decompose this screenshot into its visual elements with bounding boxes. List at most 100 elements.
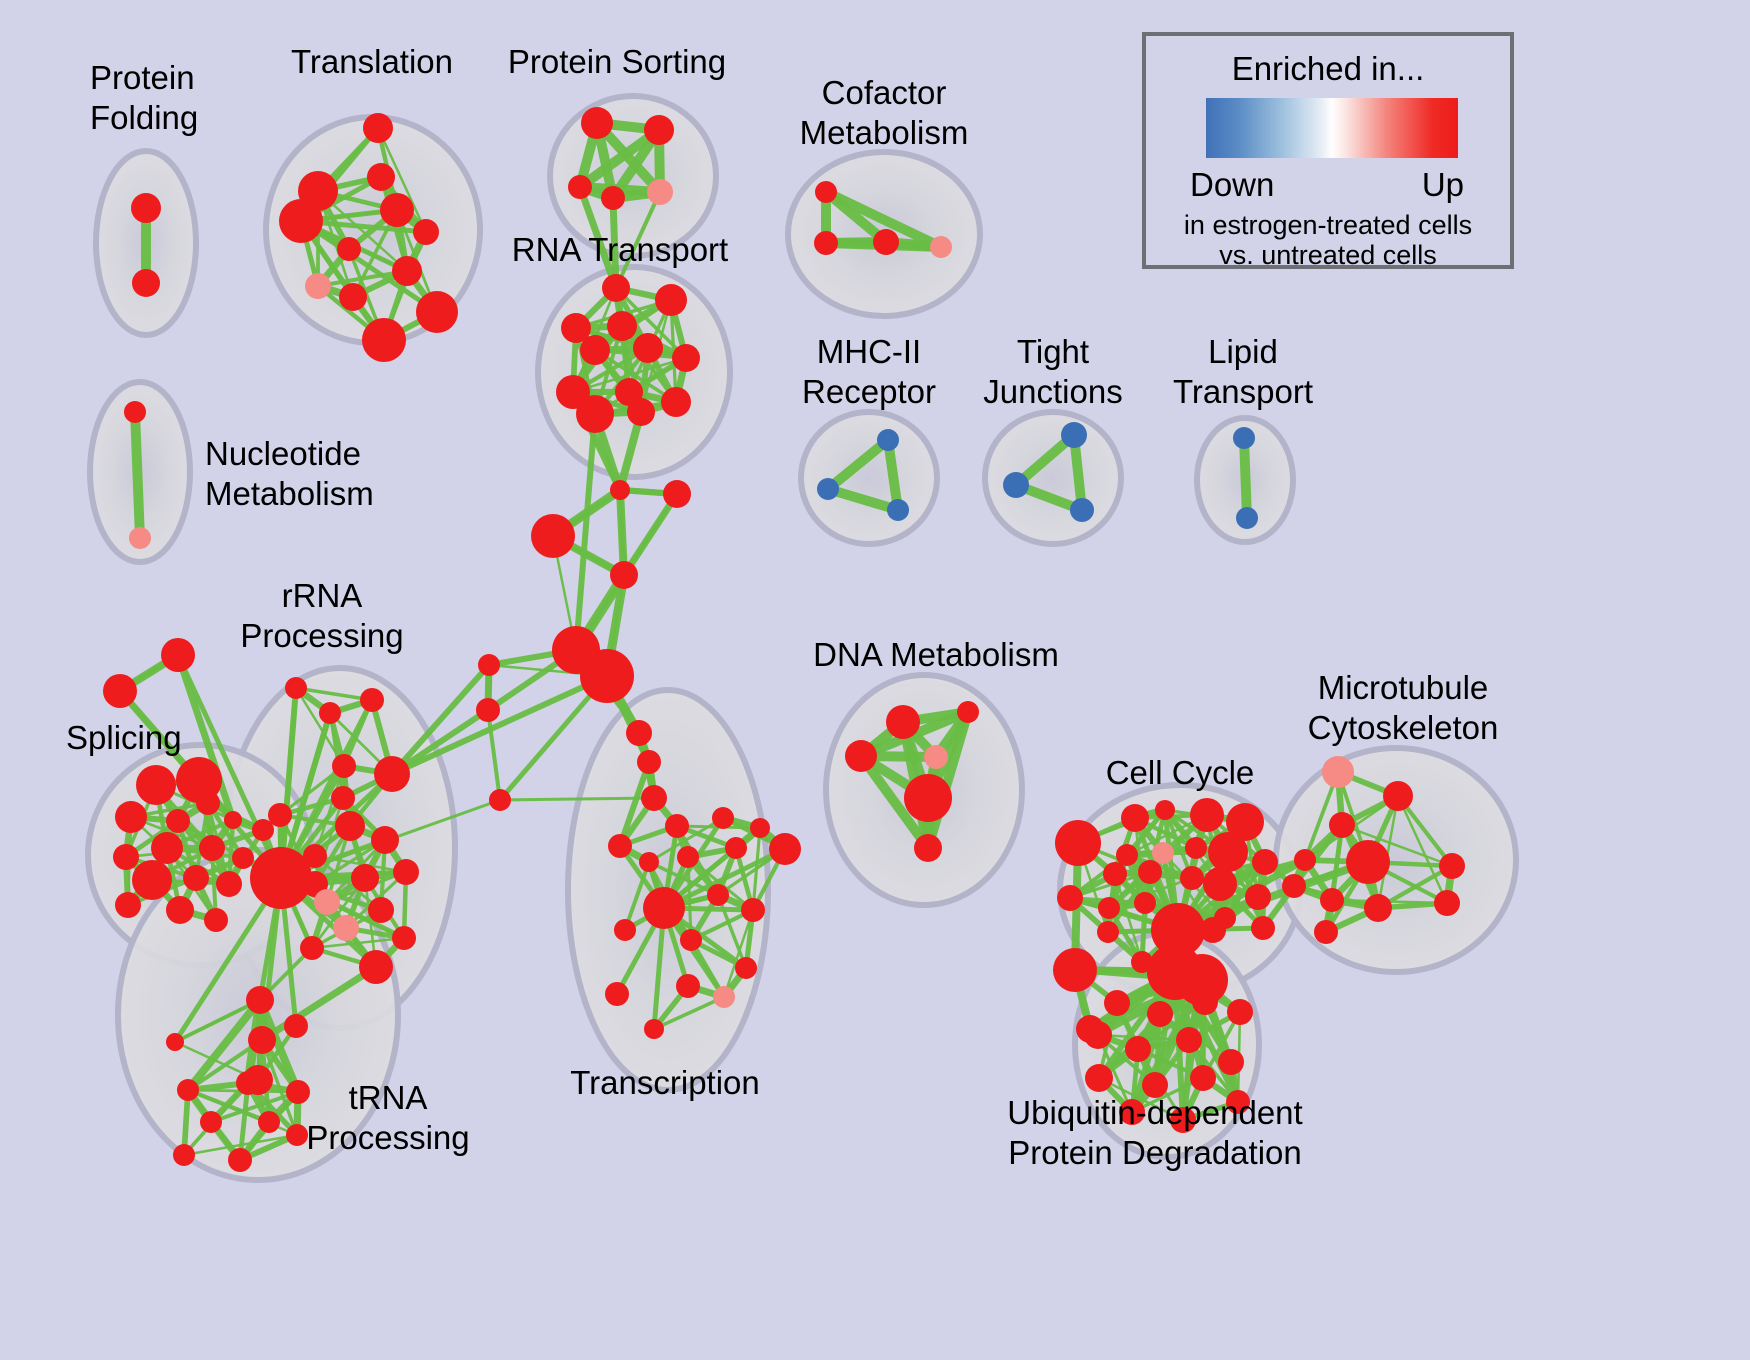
network-node[interactable]	[1098, 897, 1120, 919]
network-node[interactable]	[367, 163, 395, 191]
network-node[interactable]	[924, 745, 948, 769]
network-node[interactable]	[641, 785, 667, 811]
network-node[interactable]	[478, 654, 500, 676]
network-node[interactable]	[713, 986, 735, 1008]
network-node[interactable]	[166, 896, 194, 924]
network-node[interactable]	[1103, 862, 1127, 886]
network-node[interactable]	[246, 986, 274, 1014]
network-node[interactable]	[333, 915, 359, 941]
network-node[interactable]	[173, 1144, 195, 1166]
network-node[interactable]	[183, 865, 209, 891]
network-node[interactable]	[568, 175, 592, 199]
network-node[interactable]	[380, 193, 414, 227]
network-node[interactable]	[680, 929, 702, 951]
network-node[interactable]	[131, 193, 161, 223]
network-node[interactable]	[725, 837, 747, 859]
network-node[interactable]	[672, 344, 700, 372]
network-node[interactable]	[1190, 1065, 1216, 1091]
network-node[interactable]	[176, 757, 222, 803]
network-node[interactable]	[639, 852, 659, 872]
network-node[interactable]	[337, 237, 361, 261]
network-node[interactable]	[814, 231, 838, 255]
network-node[interactable]	[371, 826, 399, 854]
network-node[interactable]	[489, 789, 511, 811]
network-node[interactable]	[360, 688, 384, 712]
network-node[interactable]	[1245, 884, 1271, 910]
network-node[interactable]	[930, 236, 952, 258]
network-node[interactable]	[1104, 990, 1130, 1016]
network-node[interactable]	[1364, 894, 1392, 922]
network-node[interactable]	[279, 199, 323, 243]
network-node[interactable]	[602, 274, 630, 302]
network-node[interactable]	[303, 844, 327, 868]
network-node[interactable]	[1236, 507, 1258, 529]
network-node[interactable]	[161, 638, 195, 672]
network-node[interactable]	[1203, 867, 1237, 901]
network-node[interactable]	[914, 834, 942, 862]
network-node[interactable]	[103, 674, 137, 708]
network-node[interactable]	[129, 527, 151, 549]
network-node[interactable]	[248, 1026, 276, 1054]
network-node[interactable]	[393, 859, 419, 885]
network-node[interactable]	[368, 897, 394, 923]
network-node[interactable]	[1176, 954, 1228, 1006]
network-node[interactable]	[1055, 820, 1101, 866]
network-node[interactable]	[873, 229, 899, 255]
network-node[interactable]	[252, 819, 274, 841]
network-node[interactable]	[335, 811, 365, 841]
network-node[interactable]	[1151, 903, 1205, 957]
network-node[interactable]	[286, 1080, 310, 1104]
network-node[interactable]	[413, 219, 439, 245]
network-node[interactable]	[236, 1071, 260, 1095]
network-node[interactable]	[707, 884, 729, 906]
network-node[interactable]	[1218, 1049, 1244, 1075]
network-node[interactable]	[1155, 800, 1175, 820]
network-node[interactable]	[676, 974, 700, 998]
network-node[interactable]	[1227, 999, 1253, 1025]
network-node[interactable]	[576, 395, 614, 433]
network-node[interactable]	[331, 786, 355, 810]
network-node[interactable]	[1152, 842, 1174, 864]
network-node[interactable]	[374, 756, 410, 792]
network-node[interactable]	[1314, 920, 1338, 944]
network-node[interactable]	[258, 1111, 280, 1133]
network-node[interactable]	[605, 982, 629, 1006]
network-node[interactable]	[351, 864, 379, 892]
network-node[interactable]	[1200, 917, 1226, 943]
network-node[interactable]	[644, 115, 674, 145]
network-node[interactable]	[359, 950, 393, 984]
network-node[interactable]	[845, 740, 877, 772]
network-node[interactable]	[1226, 1090, 1250, 1114]
network-node[interactable]	[136, 765, 176, 805]
network-node[interactable]	[151, 832, 183, 864]
network-node[interactable]	[626, 720, 652, 746]
network-node[interactable]	[339, 283, 367, 311]
network-node[interactable]	[132, 269, 160, 297]
network-node[interactable]	[1176, 1027, 1202, 1053]
network-node[interactable]	[314, 889, 340, 915]
network-node[interactable]	[750, 818, 770, 838]
network-node[interactable]	[643, 887, 685, 929]
network-node[interactable]	[1282, 874, 1306, 898]
network-node[interactable]	[1134, 892, 1156, 914]
network-node[interactable]	[627, 398, 655, 426]
network-node[interactable]	[610, 561, 638, 589]
network-node[interactable]	[416, 291, 458, 333]
network-node[interactable]	[1142, 1072, 1168, 1098]
network-node[interactable]	[1320, 888, 1344, 912]
network-node[interactable]	[300, 936, 324, 960]
network-node[interactable]	[1076, 1015, 1104, 1043]
network-node[interactable]	[1097, 921, 1119, 943]
network-node[interactable]	[392, 256, 422, 286]
network-node[interactable]	[1057, 885, 1083, 911]
network-node[interactable]	[614, 919, 636, 941]
network-node[interactable]	[1061, 422, 1087, 448]
network-node[interactable]	[1185, 837, 1207, 859]
network-node[interactable]	[1226, 803, 1264, 841]
network-node[interactable]	[1085, 1064, 1113, 1092]
network-node[interactable]	[1346, 840, 1390, 884]
network-node[interactable]	[319, 702, 341, 724]
network-node[interactable]	[531, 514, 575, 558]
network-node[interactable]	[815, 181, 837, 203]
network-node[interactable]	[1119, 1099, 1145, 1125]
